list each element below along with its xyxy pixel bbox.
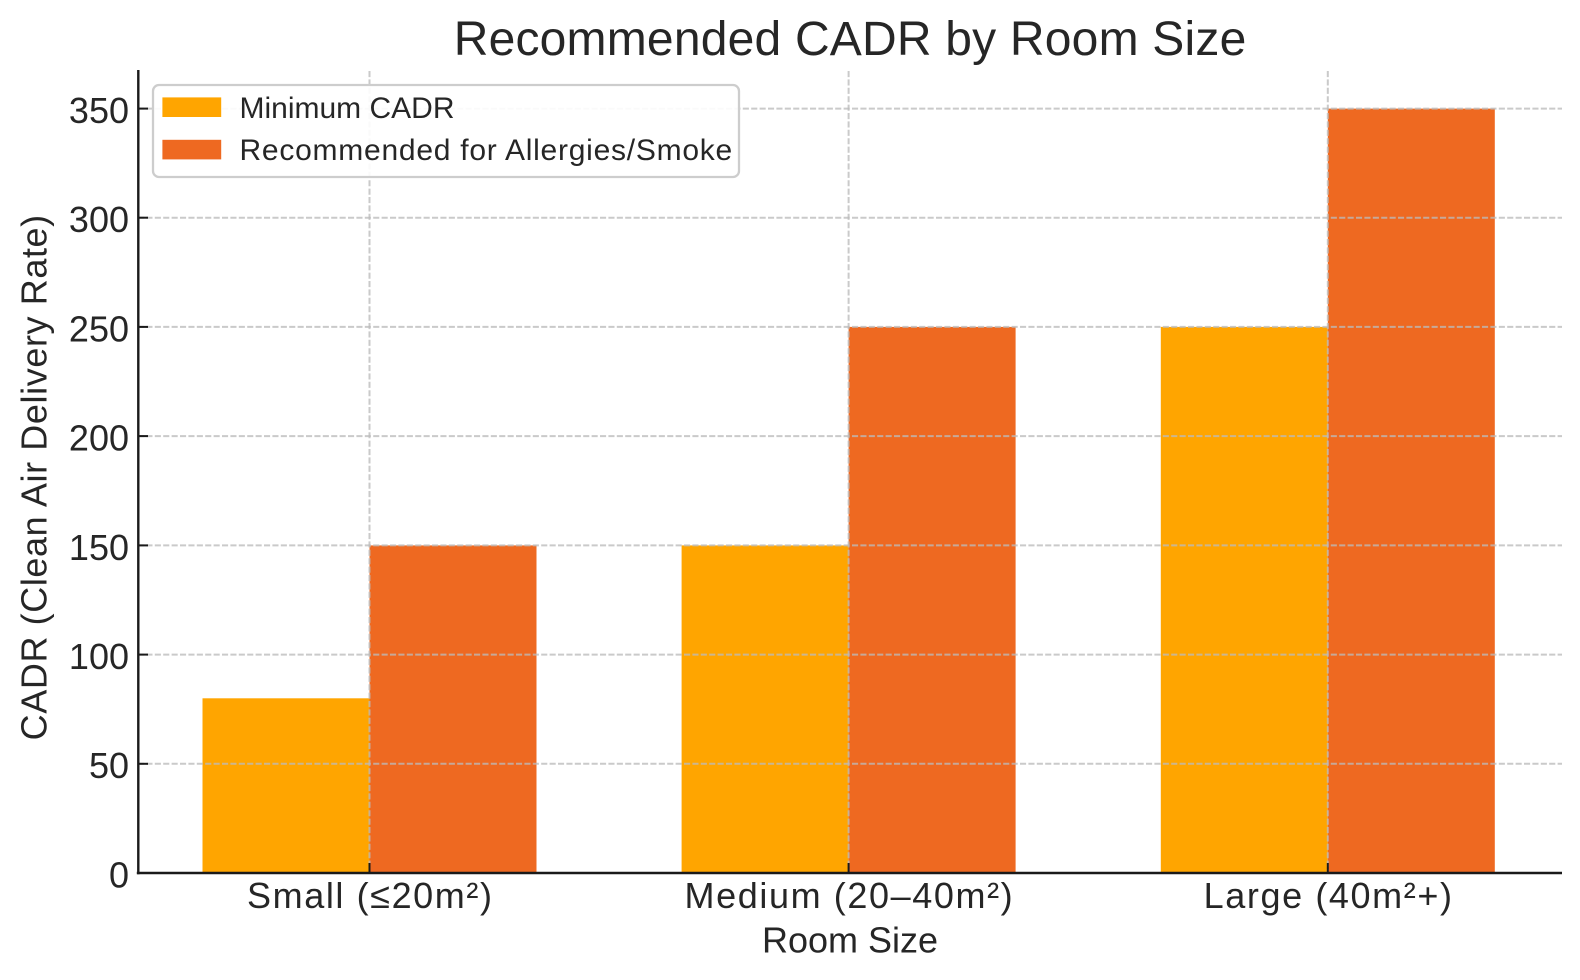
svg-text:Small (≤20m²): Small (≤20m²) [247, 875, 494, 916]
svg-text:Recommended CADR by Room Size: Recommended CADR by Room Size [454, 13, 1247, 66]
svg-text:Minimum CADR: Minimum CADR [240, 92, 455, 125]
svg-text:Medium (20–40m²): Medium (20–40m²) [685, 875, 1015, 916]
svg-text:200: 200 [69, 418, 129, 459]
svg-text:50: 50 [89, 745, 129, 786]
svg-text:Room Size: Room Size [762, 920, 938, 961]
svg-text:100: 100 [69, 636, 129, 677]
svg-text:CADR (Clean Air Delivery Rate): CADR (Clean Air Delivery Rate) [14, 214, 55, 740]
svg-text:250: 250 [69, 308, 129, 349]
svg-text:Large (40m²+): Large (40m²+) [1204, 875, 1454, 916]
svg-text:150: 150 [69, 527, 129, 568]
svg-text:350: 350 [69, 90, 129, 131]
svg-text:300: 300 [69, 199, 129, 240]
svg-text:0: 0 [109, 854, 129, 895]
svg-text:Recommended for Allergies/Smok: Recommended for Allergies/Smoke [240, 134, 733, 167]
